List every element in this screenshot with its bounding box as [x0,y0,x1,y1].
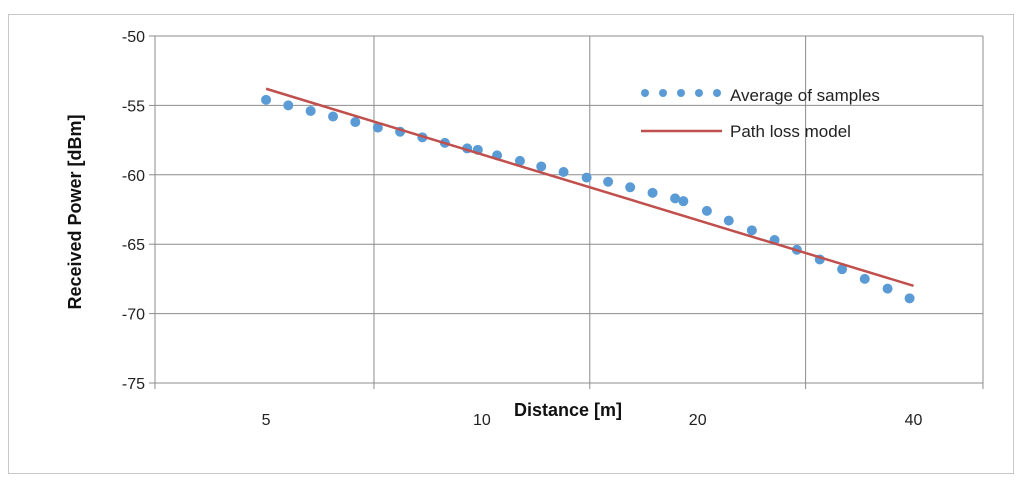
y-tick-label: -55 [122,98,145,115]
grid-lines [155,35,984,383]
legend-label-average: Average of samples [730,86,880,105]
legend: Average of samples Path loss model [641,86,880,141]
data-point [625,182,636,193]
legend-entry-average: Average of samples [641,86,880,105]
data-point [603,176,614,187]
data-point [328,111,339,122]
y-tick-label: -60 [122,168,145,185]
y-tick-label: -65 [122,237,145,254]
legend-dot [641,89,649,97]
data-point [837,264,848,275]
x-tick-label: 10 [473,412,491,429]
y-axis-title: Received Power [dBm] [65,114,85,309]
data-point [723,215,734,226]
legend-label-model: Path loss model [730,122,851,141]
data-point [372,122,383,133]
data-point [701,205,712,216]
x-tick-label: 40 [905,412,923,429]
legend-dot [677,89,685,97]
x-tick-labels: 5 10 20 40 [262,412,923,429]
y-tick-label: -70 [122,307,145,324]
data-point [558,167,569,178]
data-point [678,196,689,207]
y-tick-labels: -75 -70 -65 -60 -55 -50 [122,29,145,393]
x-axis-title: Distance [m] [514,400,622,420]
data-point [283,100,294,111]
data-point [859,273,870,284]
data-point [670,193,681,204]
data-point [581,172,592,183]
series-points-average-of-samples [261,94,915,304]
data-point [536,161,547,172]
legend-dot [713,89,721,97]
data-point [746,225,757,236]
y-tick-label: -50 [122,29,145,46]
y-tick-label: -75 [122,376,145,393]
x-tick-label: 20 [689,412,707,429]
data-point [305,105,316,116]
data-point [514,155,525,166]
x-tick-label: 5 [262,412,271,429]
data-point [647,187,658,198]
legend-entry-model: Path loss model [641,122,851,141]
data-point [882,283,893,294]
data-point [904,293,915,304]
axes [149,35,984,389]
legend-marker-average [641,89,721,97]
series-line-path-loss-model [265,87,914,288]
legend-dot [659,89,667,97]
legend-dot [695,89,703,97]
data-point [261,94,272,105]
data-point [350,117,361,128]
series-layer [261,87,915,304]
